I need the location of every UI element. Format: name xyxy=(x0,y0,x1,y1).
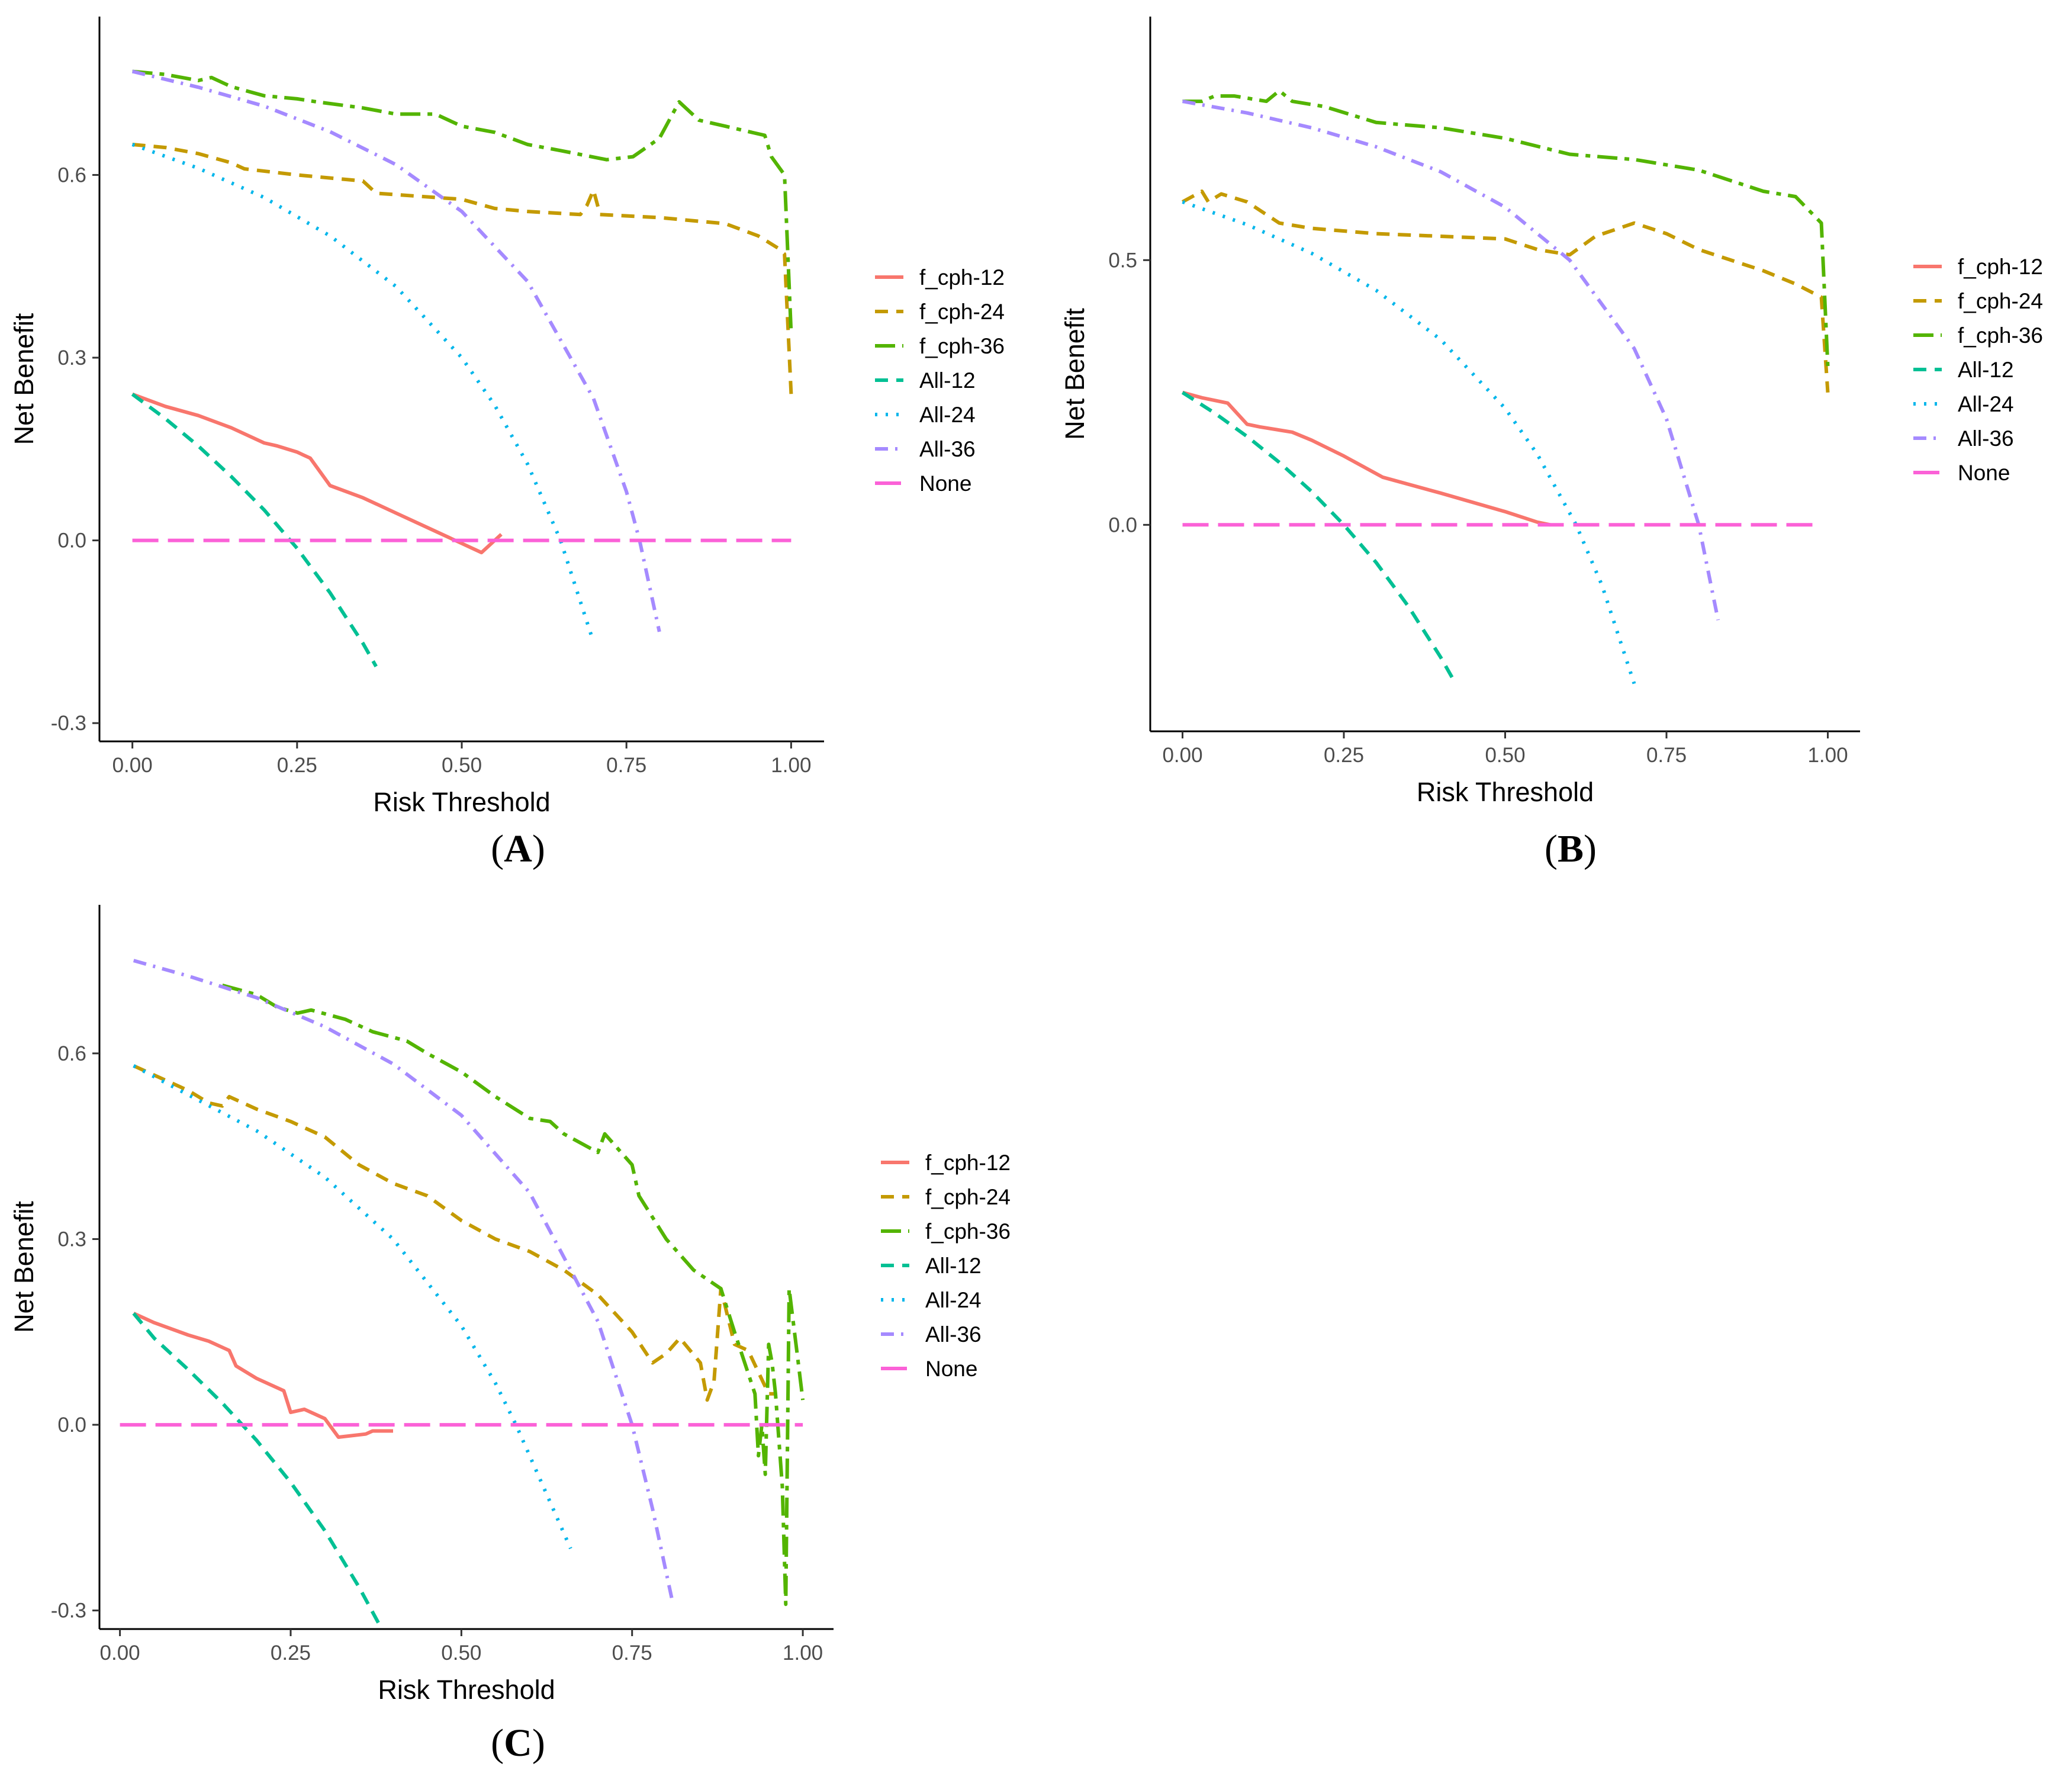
series-group xyxy=(1181,89,1830,685)
panel-a: 0.00 0.25 0.50 0.75 1.00 -0.3 0.0 0.3 0.6 Risk Th… xyxy=(9,17,1005,870)
legend-label: All-12 xyxy=(925,1254,982,1278)
series-line-all-12 xyxy=(1181,391,1455,681)
x-tick-label: 0.25 xyxy=(271,1641,311,1665)
legend-label: f_cph-36 xyxy=(1958,323,2043,348)
x-tick-label: 0.25 xyxy=(277,754,317,777)
y-tick-label: 0.3 xyxy=(57,346,86,370)
x-tick-label: 0.50 xyxy=(1485,744,1525,767)
legend-label: f_cph-24 xyxy=(925,1185,1011,1209)
series-line-f_cph-36 xyxy=(1182,89,1830,367)
legend: f_cph-12 f_cph-24 f_cph-36 All-12 All-24 All-… xyxy=(1913,255,2043,485)
caption-open-paren: ( xyxy=(491,827,504,870)
y-tick-label: 0.5 xyxy=(1108,249,1137,272)
series-line-all-36 xyxy=(131,69,661,632)
y-tick-label: 0.6 xyxy=(57,163,86,187)
legend-label: f_cph-12 xyxy=(1958,255,2043,279)
y-tick-label: 0.6 xyxy=(57,1042,86,1065)
caption-letter: B xyxy=(1558,827,1584,870)
x-tick-label: 0.25 xyxy=(1324,744,1364,767)
legend-label: All-12 xyxy=(919,368,976,393)
series-group xyxy=(131,69,793,667)
series-line-f_cph-24 xyxy=(1182,189,1830,393)
y-tick-label: -0.3 xyxy=(51,1599,86,1623)
caption-letter: A xyxy=(504,827,532,870)
x-tick-label: 0.00 xyxy=(100,1641,140,1665)
legend-label: All-24 xyxy=(919,403,976,427)
legend-label: None xyxy=(925,1357,977,1381)
legend-label: All-36 xyxy=(925,1322,982,1347)
series-line-all-36 xyxy=(133,959,675,1605)
legend-label: f_cph-24 xyxy=(1958,289,2043,313)
x-axis-title: Risk Threshold xyxy=(1417,777,1594,807)
y-axis-title: Net Benefit xyxy=(9,313,39,445)
series-line-all-24 xyxy=(131,143,596,643)
x-tick-label: 0.50 xyxy=(441,1641,481,1665)
x-tick-label: 0.50 xyxy=(442,754,482,777)
x-tick-label: 1.00 xyxy=(1807,744,1848,767)
panel-c: 0.00 0.25 0.50 0.75 1.00 -0.3 0.0 0.3 0.6 Risk Th… xyxy=(9,905,1011,1765)
series-line-f_cph-12 xyxy=(133,1312,393,1439)
panel-b: 0.00 0.25 0.50 0.75 1.00 0.0 0.5 Risk Threshold… xyxy=(1060,17,2043,870)
y-tick-label: 0.3 xyxy=(57,1228,86,1251)
legend: f_cph-12 f_cph-24 f_cph-36 All-12 All-24 All-… xyxy=(881,1151,1011,1381)
series-line-all-12 xyxy=(132,1312,381,1626)
legend-label: f_cph-24 xyxy=(919,300,1005,324)
series-line-all-24 xyxy=(133,1064,572,1550)
legend-label: f_cph-12 xyxy=(925,1151,1011,1175)
series-line-all-24 xyxy=(1182,200,1636,685)
y-axis-title: Net Benefit xyxy=(1060,308,1090,440)
legend-label: All-24 xyxy=(925,1288,982,1312)
legend: f_cph-12 f_cph-24 f_cph-36 All-12 All-24 All-… xyxy=(875,265,1005,496)
legend-label: None xyxy=(1958,461,2010,485)
series-line-f_cph-24 xyxy=(133,1064,776,1402)
x-axis-title: Risk Threshold xyxy=(373,787,550,817)
panel-caption: (C) xyxy=(491,1721,545,1765)
x-tick-label: 0.00 xyxy=(112,754,153,777)
legend-label: f_cph-36 xyxy=(919,334,1005,358)
legend-label: All-36 xyxy=(919,437,976,461)
legend-label: All-12 xyxy=(1958,358,2014,382)
x-tick-label: 1.00 xyxy=(771,754,811,777)
caption-close-paren: ) xyxy=(1584,827,1597,870)
x-tick-label: 0.75 xyxy=(1646,744,1687,767)
legend-label: All-36 xyxy=(1958,426,2014,451)
y-tick-label: 0.0 xyxy=(57,1413,86,1437)
y-axis-title: Net Benefit xyxy=(9,1201,39,1333)
legend-label: f_cph-12 xyxy=(919,265,1005,290)
series-line-f_cph-36 xyxy=(132,69,793,334)
caption-close-paren: ) xyxy=(532,827,545,870)
y-tick-label: -0.3 xyxy=(51,712,86,735)
x-axis-title: Risk Threshold xyxy=(378,1675,555,1705)
x-tick-label: 1.00 xyxy=(783,1641,823,1665)
legend-label: None xyxy=(919,471,971,496)
series-line-f_cph-36 xyxy=(221,984,805,1607)
legend-label: f_cph-36 xyxy=(925,1219,1011,1244)
series-line-f_cph-12 xyxy=(1182,390,1551,527)
series-line-f_cph-24 xyxy=(132,143,793,394)
y-tick-label: 0.0 xyxy=(1108,513,1137,536)
caption-close-paren: ) xyxy=(532,1721,545,1765)
panel-caption: (B) xyxy=(1545,827,1597,870)
y-tick-label: 0.0 xyxy=(57,529,86,552)
series-line-all-12 xyxy=(131,393,378,667)
series-group xyxy=(120,959,805,1626)
series-line-all-36 xyxy=(1182,99,1720,621)
legend-label: All-24 xyxy=(1958,392,2014,416)
caption-open-paren: ( xyxy=(491,1721,504,1765)
series-line-f_cph-12 xyxy=(131,392,503,555)
panel-caption: (A) xyxy=(491,827,545,870)
x-tick-label: 0.75 xyxy=(612,1641,652,1665)
x-tick-label: 0.00 xyxy=(1162,744,1202,767)
caption-letter: C xyxy=(504,1721,532,1765)
caption-open-paren: ( xyxy=(1545,827,1558,870)
x-tick-label: 0.75 xyxy=(606,754,646,777)
